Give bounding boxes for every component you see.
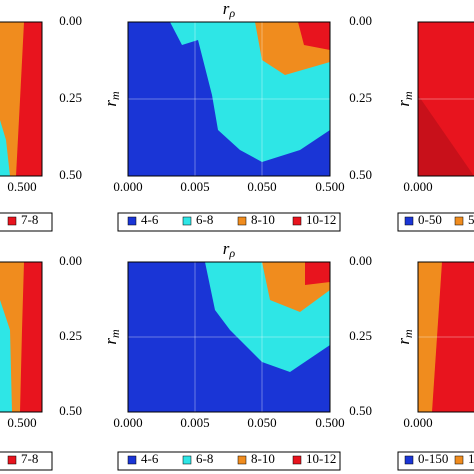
- legend-label: 6-8: [196, 212, 213, 227]
- region: [418, 262, 442, 412]
- y-tick-label: 0.50: [349, 167, 372, 182]
- legend-swatch: [237, 455, 247, 465]
- plot-frame: [0, 21, 43, 177]
- legend-label: 8-10: [251, 212, 275, 227]
- y-tick-label: 0.50: [59, 403, 82, 418]
- legend-swatch: [404, 455, 414, 465]
- x-tick-label: 0.500: [315, 415, 344, 430]
- chart-title: rρ: [223, 0, 236, 20]
- legend-label: 7-8: [21, 451, 38, 466]
- title-main: r: [223, 239, 230, 258]
- y-tick-label: 0.00: [59, 253, 82, 268]
- y-tick-label: 0.50: [349, 403, 372, 418]
- legend-label: 1: [468, 451, 474, 466]
- ylabel-subscript: m: [401, 91, 415, 100]
- ylabel-main: r: [394, 338, 413, 345]
- legend-swatch: [404, 216, 414, 226]
- region: [305, 262, 330, 285]
- legend-label: 4-6: [141, 451, 159, 466]
- y-tick-label: 0.25: [349, 328, 372, 343]
- title-subscript: ρ: [228, 246, 235, 260]
- x-tick-label: 0.000: [403, 415, 432, 430]
- legend-swatch: [182, 216, 192, 226]
- legend-label: 10-12: [306, 212, 336, 227]
- x-tick-label: 0.500: [7, 179, 36, 194]
- x-tick-label: 0.500: [315, 179, 344, 194]
- legend-swatch: [7, 216, 17, 226]
- y-tick-label: 0.25: [349, 90, 372, 105]
- legend-box: [117, 451, 341, 471]
- ylabel-subscript: m: [401, 329, 415, 338]
- x-tick-label: 0.500: [7, 415, 36, 430]
- legend-swatch: [454, 216, 464, 226]
- legend-swatch: [454, 455, 464, 465]
- region: [0, 22, 24, 176]
- legend-swatch: [127, 455, 137, 465]
- y-tick-label: 0.00: [59, 13, 82, 28]
- legend-label: 7-8: [21, 212, 38, 227]
- ylabel-main: r: [394, 100, 413, 107]
- y-tick-label: 0.25: [59, 328, 82, 343]
- contour-fills: [0, 22, 474, 412]
- x-tick-label: 0.000: [113, 415, 142, 430]
- plot-frame: [127, 21, 331, 177]
- legend-swatch: [292, 455, 302, 465]
- chart-title: rρ: [223, 239, 236, 260]
- plot-frame: [417, 21, 474, 177]
- region: [0, 120, 10, 176]
- legend-label: 0-50: [418, 212, 442, 227]
- plot-frame: [127, 261, 331, 413]
- ylabel-main: r: [101, 338, 120, 345]
- ylabel-main: r: [101, 100, 120, 107]
- legend-label: 4-6: [141, 212, 159, 227]
- legend-label: 5(: [468, 212, 474, 227]
- legend-label: 10-12: [306, 451, 336, 466]
- y-tick-label: 0.50: [59, 167, 82, 182]
- legend-label: 6-8: [196, 451, 213, 466]
- x-tick-label: 0.005: [180, 415, 209, 430]
- legend-swatch: [292, 216, 302, 226]
- region: [418, 95, 474, 176]
- legend-swatch: [127, 216, 137, 226]
- ylabel-subscript: m: [108, 329, 122, 338]
- legend-swatch: [237, 216, 247, 226]
- region: [0, 300, 12, 412]
- title-subscript: ρ: [228, 6, 235, 20]
- legend-swatch: [7, 455, 17, 465]
- legend-swatch: [182, 455, 192, 465]
- ylabel-subscript: m: [108, 91, 122, 100]
- y-tick-label: 0.25: [59, 90, 82, 105]
- y-tick-label: 0.00: [349, 253, 372, 268]
- y-tick-label: 0.00: [349, 13, 372, 28]
- y-axis-label: rm: [101, 329, 122, 345]
- y-axis-label: rm: [101, 91, 122, 107]
- y-axis-label: rm: [394, 91, 415, 107]
- plot-frame: [417, 261, 474, 413]
- title-main: r: [223, 0, 230, 18]
- region: [298, 22, 330, 50]
- legend-label: 8-10: [251, 451, 275, 466]
- x-tick-label: 0.000: [113, 179, 142, 194]
- legend-label: 0-150: [418, 451, 448, 466]
- x-tick-label: 0.000: [403, 179, 432, 194]
- y-axis-label: rm: [394, 329, 415, 345]
- x-tick-label: 0.050: [247, 179, 276, 194]
- x-tick-label: 0.005: [180, 179, 209, 194]
- plot-frame: [0, 261, 43, 413]
- legend-box: [117, 212, 341, 232]
- x-tick-label: 0.050: [247, 415, 276, 430]
